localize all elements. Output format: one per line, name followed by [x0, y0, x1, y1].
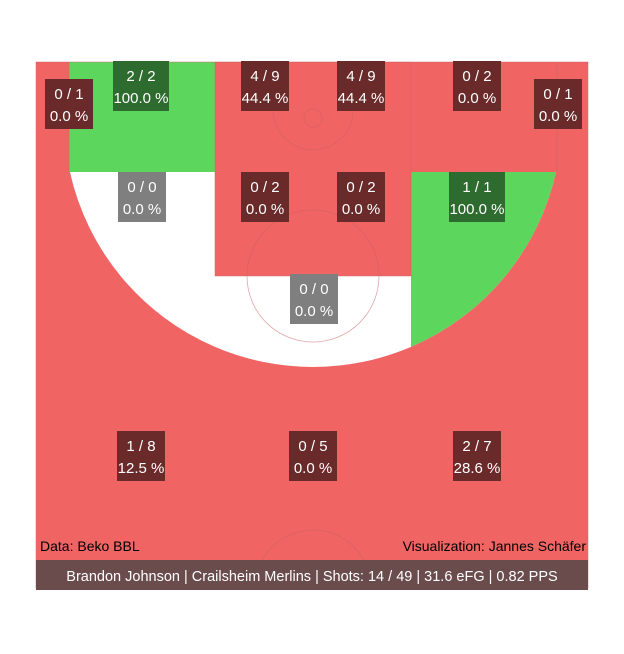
zone-label-box	[449, 172, 505, 222]
zone-label-box	[337, 172, 385, 222]
zone-label-percentage: 0.0 %	[294, 460, 332, 477]
zone-label-top-key: 0 / 0 0.0 %	[290, 274, 338, 324]
zone-label-box	[45, 79, 93, 129]
zone-label-made-attempts: 0 / 2	[462, 68, 491, 85]
visualization-credit: Visualization: Jannes Schäfer	[403, 538, 587, 554]
labels-layer: 0 / 1 0.0 % 2 / 2 100.0 % 4 / 9 44.4 % 4 / 9 44…	[45, 61, 582, 481]
zone-label-made-attempts: 0 / 0	[299, 281, 328, 298]
zone-label-percentage: 28.6 %	[454, 460, 501, 477]
zone-label-box	[337, 61, 385, 111]
zone-label-percentage: 44.4 %	[338, 90, 385, 107]
zone-label-top-three: 0 / 5 0.0 %	[289, 431, 337, 481]
zone-label-made-attempts: 2 / 2	[126, 68, 155, 85]
zone-label-left-wing-three: 1 / 8 12.5 %	[117, 431, 165, 481]
zone-label-box	[453, 61, 501, 111]
zone-label-made-attempts: 2 / 7	[462, 438, 491, 455]
zone-label-left-short-corner: 2 / 2 100.0 %	[113, 61, 169, 111]
zone-left-midrange-wing	[69, 172, 215, 347]
zone-label-paint-left-low: 4 / 9 44.4 %	[241, 61, 289, 111]
zone-label-percentage: 12.5 %	[118, 460, 165, 477]
zone-label-made-attempts: 4 / 9	[250, 68, 279, 85]
zone-label-made-attempts: 0 / 2	[346, 179, 375, 196]
zone-label-box	[534, 79, 582, 129]
zone-label-left-midrange-wing: 0 / 0 0.0 %	[118, 172, 166, 222]
zone-left-wing-three	[36, 172, 215, 560]
zone-label-made-attempts: 0 / 1	[54, 86, 83, 103]
zone-label-right-corner-three: 0 / 1 0.0 %	[534, 79, 582, 129]
free-throw-circle	[246, 209, 380, 343]
zone-label-paint-left-high: 0 / 2 0.0 %	[241, 172, 289, 222]
zone-label-percentage: 0.0 %	[458, 90, 496, 107]
zone-right-short-corner	[411, 62, 557, 172]
zone-label-made-attempts: 0 / 5	[298, 438, 327, 455]
zone-label-made-attempts: 4 / 9	[346, 68, 375, 85]
zone-label-right-short-corner: 0 / 2 0.0 %	[453, 61, 501, 111]
zone-label-paint-right-high: 0 / 2 0.0 %	[337, 172, 385, 222]
zone-label-made-attempts: 0 / 0	[127, 179, 156, 196]
data-source: Data: Beko BBL	[40, 538, 140, 554]
zone-label-right-midrange-wing: 1 / 1 100.0 %	[449, 172, 505, 222]
zone-label-box	[290, 274, 338, 324]
zone-label-box	[117, 431, 165, 481]
rim	[303, 108, 323, 128]
footer-bar	[36, 560, 588, 590]
footer-text: Brandon Johnson | Crailsheim Merlins | S…	[66, 569, 557, 585]
zone-label-box	[289, 431, 337, 481]
zone-label-made-attempts: 1 / 1	[462, 179, 491, 196]
zone-label-box	[113, 61, 169, 111]
zone-label-percentage: 0.0 %	[246, 201, 284, 218]
zone-label-box	[241, 61, 289, 111]
zone-label-box	[453, 431, 501, 481]
zone-label-made-attempts: 1 / 8	[126, 438, 155, 455]
zone-label-percentage: 0.0 %	[123, 201, 161, 218]
zone-label-box	[241, 172, 289, 222]
zone-label-made-attempts: 0 / 2	[250, 179, 279, 196]
zone-label-made-attempts: 0 / 1	[543, 86, 572, 103]
zone-label-box	[118, 172, 166, 222]
zone-right-midrange-wing	[411, 172, 557, 347]
zone-label-percentage: 100.0 %	[449, 201, 504, 218]
zone-label-left-corner-three: 0 / 1 0.0 %	[45, 79, 93, 129]
zone-label-paint-right-low: 4 / 9 44.4 %	[337, 61, 385, 111]
zone-left-short-corner	[69, 62, 215, 172]
zone-label-percentage: 0.0 %	[295, 303, 333, 320]
zone-label-right-wing-three: 2 / 7 28.6 %	[453, 431, 501, 481]
zone-label-percentage: 0.0 %	[342, 201, 380, 218]
zone-label-percentage: 100.0 %	[113, 90, 168, 107]
zone-label-percentage: 0.0 %	[539, 108, 577, 125]
restricted-arc	[272, 109, 354, 151]
zone-label-percentage: 44.4 %	[242, 90, 289, 107]
zone-label-percentage: 0.0 %	[50, 108, 88, 125]
